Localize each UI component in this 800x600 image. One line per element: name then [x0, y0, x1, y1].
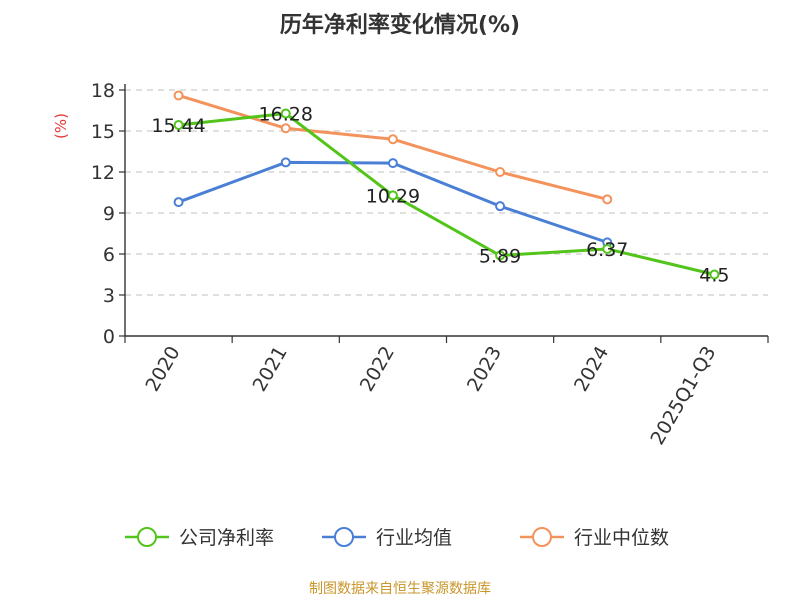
x-tick-label: 2020: [141, 343, 184, 396]
legend-label: 行业均值: [376, 527, 452, 549]
y-tick-label: 6: [103, 244, 115, 266]
legend-marker: [137, 527, 157, 547]
data-point: [387, 190, 398, 201]
x-tick-label: 2023: [463, 343, 506, 396]
x-tick-label: 2025Q1-Q3: [646, 343, 720, 449]
grid-lines: [125, 89, 768, 296]
data-point: [173, 90, 184, 101]
y-tick-label: 0: [103, 326, 115, 348]
source-note: 制图数据来自恒生聚源数据库: [309, 581, 491, 597]
y-tick-label: 3: [103, 285, 115, 307]
data-point: [602, 194, 613, 205]
data-label: 4.5: [699, 265, 729, 287]
x-tick-label: 2024: [570, 343, 613, 396]
data-label: 16.28: [259, 104, 313, 126]
data-label: 15.44: [151, 115, 205, 137]
x-tick-label: 2021: [249, 343, 292, 396]
y-tick-label: 9: [103, 203, 115, 225]
legend-marker: [532, 527, 552, 547]
y-tick-label: 18: [91, 80, 115, 102]
y-tick-label: 15: [91, 121, 115, 143]
legend-label: 公司净利率: [179, 527, 274, 549]
data-point: [709, 269, 720, 280]
data-point: [280, 108, 291, 119]
data-label: 6.37: [586, 239, 628, 261]
data-labels: 15.44 16.28 10.29 5.89 6.37 4.5: [151, 104, 729, 287]
data-point: [173, 197, 184, 208]
data-point: [495, 167, 506, 177]
data-point: [602, 243, 613, 254]
data-point: [495, 250, 506, 261]
data-label: 5.89: [479, 246, 521, 268]
data-point: [280, 123, 291, 134]
data-point: [173, 119, 184, 130]
data-point: [387, 158, 398, 169]
data-point: [387, 134, 398, 145]
x-tick-label: 2022: [356, 343, 399, 396]
y-axis-unit: (%): [52, 113, 70, 139]
y-tick-label: 12: [91, 162, 115, 184]
data-point: [280, 157, 291, 168]
legend: 公司净利率 行业均值 行业中位数: [125, 527, 669, 549]
chart-title: 历年净利率变化情况(%): [280, 12, 520, 38]
series-line: [178, 112, 715, 276]
series-lines: [173, 90, 720, 280]
legend-marker: [334, 527, 354, 547]
legend-label: 行业中位数: [574, 527, 669, 549]
data-point: [495, 201, 506, 212]
data-label: 10.29: [366, 185, 420, 207]
series-line: [178, 94, 608, 201]
